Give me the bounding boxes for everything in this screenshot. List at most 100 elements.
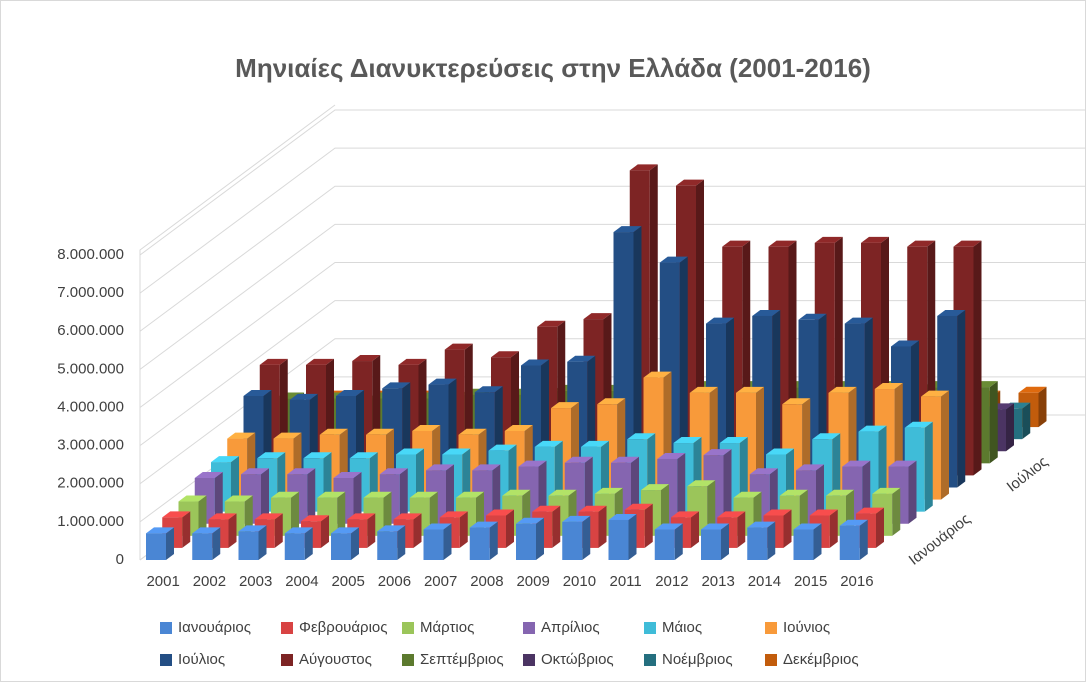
bar-3d xyxy=(747,521,776,560)
bar-top xyxy=(306,358,334,365)
bar-top xyxy=(733,491,762,498)
legend-swatch xyxy=(160,654,172,666)
bar-top xyxy=(537,320,566,327)
bar xyxy=(377,531,398,560)
bar-side xyxy=(397,525,406,560)
bar-top xyxy=(289,393,318,400)
bar-top xyxy=(937,309,966,316)
bar-top xyxy=(488,444,517,451)
bar-top xyxy=(211,456,239,463)
bar xyxy=(747,527,768,560)
bar-top xyxy=(257,452,286,459)
y-tick-label: 2.000.000 xyxy=(57,475,124,492)
bar-side xyxy=(367,513,376,548)
bar-top xyxy=(643,371,672,378)
bar-top xyxy=(747,521,776,528)
bar-top xyxy=(779,489,808,496)
x-tick-label: 2001 xyxy=(146,573,179,590)
bar-top xyxy=(366,428,394,435)
bar-top xyxy=(842,460,871,467)
bar-top xyxy=(567,355,596,362)
bar-side xyxy=(351,527,359,560)
bar-top xyxy=(809,509,838,516)
legend-swatch xyxy=(644,654,656,666)
grid-line xyxy=(139,185,1086,332)
bar-top xyxy=(336,390,364,396)
bar xyxy=(562,521,583,560)
bar-top xyxy=(271,491,299,498)
bar-top xyxy=(227,432,256,439)
bar-top xyxy=(611,456,639,463)
x-tick-label: 2012 xyxy=(655,573,688,590)
bar-top xyxy=(641,484,669,491)
bar-top xyxy=(423,523,452,530)
bar-side xyxy=(399,468,408,524)
bar-top xyxy=(654,523,683,530)
bar-top xyxy=(301,515,329,522)
bar-side xyxy=(304,527,313,560)
legend-swatch xyxy=(402,622,414,634)
bar-3d xyxy=(469,521,498,560)
y-tick-label: 5.000.000 xyxy=(57,360,124,377)
bar-top xyxy=(701,523,729,530)
bar-3d xyxy=(331,527,359,560)
legend-swatch xyxy=(765,622,777,634)
bar xyxy=(701,529,721,560)
legend-label: Απρίλιος xyxy=(541,619,600,636)
legend-label: Οκτώβριος xyxy=(541,651,614,668)
bar-side xyxy=(876,507,884,548)
x-tick-label: 2004 xyxy=(285,573,318,590)
bar-side xyxy=(261,468,269,524)
bar-top xyxy=(377,525,406,532)
bar-3d xyxy=(701,523,729,560)
bar-side xyxy=(721,523,729,560)
bar-side xyxy=(536,517,544,560)
bar-top xyxy=(796,464,824,471)
bar-top xyxy=(671,511,699,518)
y-tick-label: 6.000.000 xyxy=(57,322,124,339)
bar-top xyxy=(469,521,498,528)
grid-line xyxy=(139,223,1086,370)
bar-side xyxy=(459,511,468,548)
bar-top xyxy=(782,398,811,405)
bar-top xyxy=(243,390,272,396)
grid-line xyxy=(139,147,1086,294)
bar-3d xyxy=(793,523,822,560)
bar-top xyxy=(562,515,591,522)
bar-side xyxy=(212,527,221,560)
bar-side xyxy=(383,491,392,536)
bar-top xyxy=(673,437,702,444)
legend-swatch xyxy=(765,654,777,666)
bar-side xyxy=(816,464,824,524)
bar-side xyxy=(321,515,329,548)
bar-3d xyxy=(423,523,452,560)
bar-side xyxy=(957,309,966,488)
bar-top xyxy=(347,513,376,520)
legend-label: Φεβρουάριος xyxy=(299,619,387,636)
bar-top xyxy=(472,464,501,471)
bar-top xyxy=(891,340,919,347)
bar-side xyxy=(492,464,501,524)
bar-side xyxy=(813,523,822,560)
bar-side xyxy=(772,309,781,488)
bar-top xyxy=(578,505,607,512)
bar xyxy=(654,529,675,560)
bar-side xyxy=(446,464,454,524)
bar-side xyxy=(198,495,207,536)
bar xyxy=(146,533,166,560)
legend-label: Σεπτέμβριος xyxy=(420,651,504,668)
bar-top xyxy=(826,489,854,496)
bar-top xyxy=(597,398,626,405)
bar-top xyxy=(444,343,473,350)
bar-top xyxy=(208,513,237,520)
grid-line xyxy=(139,262,1086,408)
bar-side xyxy=(677,452,686,524)
x-tick-label: 2013 xyxy=(701,573,734,590)
bar-top xyxy=(719,437,748,444)
legend-swatch xyxy=(523,654,535,666)
bar-top xyxy=(238,525,267,532)
bar-top xyxy=(284,527,313,534)
x-tick-label: 2006 xyxy=(378,573,411,590)
bar-side xyxy=(182,511,191,548)
bar-top xyxy=(393,513,422,520)
